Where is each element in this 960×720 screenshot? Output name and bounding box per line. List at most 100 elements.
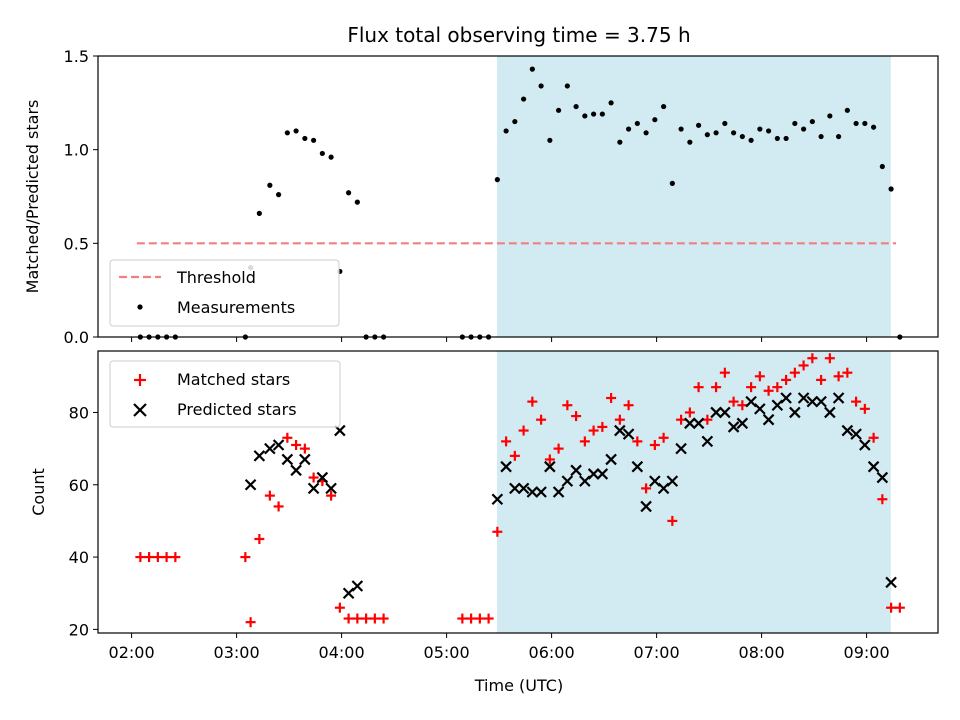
predicted-star-point (824, 406, 836, 419)
matched-star-point (649, 440, 660, 450)
matched-star-point (667, 515, 678, 526)
predicted-star-point (526, 486, 539, 498)
predicted-star-point (727, 421, 740, 433)
top-y-axis-label: Matched/Predicted stars (23, 100, 42, 294)
measurement-point (836, 133, 842, 140)
measurement-point (713, 130, 719, 136)
predicted-star-point (780, 392, 792, 404)
matched-star-point (693, 382, 704, 393)
matched-star-point (894, 602, 905, 613)
matched-star-point (509, 450, 520, 461)
matched-star-point (789, 367, 800, 378)
y-tick-label: 1.5 (64, 47, 89, 66)
matched-star-point (754, 371, 765, 382)
y-tick-label: 60 (69, 476, 89, 495)
matched-star-point (282, 432, 293, 443)
predicted-star-point (675, 442, 687, 455)
measurement-point (661, 103, 667, 110)
predicted-star-point (307, 482, 320, 495)
matched-star-point (807, 353, 818, 364)
measurement-point (556, 107, 562, 113)
predicted-star-point (561, 475, 574, 487)
matched-star-point (240, 552, 251, 563)
x-tick-label: 09:00 (844, 643, 890, 662)
matched-star-point (264, 490, 275, 501)
matched-star-point (352, 613, 363, 624)
measurement-point (739, 133, 745, 140)
legend-measurements-label: Measurements (177, 298, 295, 317)
measurement-point (879, 163, 885, 170)
matched-star-point (361, 613, 372, 624)
matched-star-point (326, 490, 337, 501)
predicted-star-point (631, 460, 644, 473)
measurement-point (818, 133, 824, 140)
matched-star-point (746, 382, 757, 393)
measurement-point (809, 118, 815, 125)
predicted-star-point (841, 424, 854, 437)
bottom-legend: Matched stars Predicted stars (109, 360, 341, 428)
measurement-point (634, 120, 640, 127)
measurement-point (311, 137, 317, 143)
legend-predicted-label: Predicted stars (177, 400, 297, 419)
predicted-star-point (692, 417, 705, 430)
measurement-point (774, 135, 780, 142)
predicted-star-point (264, 442, 276, 455)
predicted-star-point (710, 406, 722, 419)
measurement-point (529, 66, 535, 72)
predicted-star-point (797, 392, 810, 404)
matched-star-point (334, 602, 345, 613)
predicted-star-point (806, 395, 819, 408)
x-tick-label: 02:00 (109, 643, 155, 662)
measurement-point (538, 83, 544, 89)
bottom-y-axis-label: Count (29, 468, 48, 516)
predicted-star-point (535, 486, 547, 498)
predicted-star-point (815, 395, 827, 408)
measurement-point (302, 135, 308, 142)
measurement-point (678, 126, 684, 132)
y-tick-label: 0.5 (64, 234, 89, 253)
measurement-point (687, 139, 693, 145)
measurement-point (354, 199, 360, 205)
predicted-star-point (640, 500, 652, 513)
legend-measurements-swatch (137, 304, 143, 310)
predicted-star-point (867, 460, 880, 473)
predicted-star-point (850, 428, 862, 440)
matched-star-point (702, 414, 713, 425)
predicted-star-point (351, 580, 364, 592)
measurement-point (757, 126, 763, 132)
matched-star-point (737, 400, 748, 411)
bottom-plot-frame (97, 350, 939, 634)
matched-star-point (161, 552, 172, 563)
matched-star-point (728, 396, 739, 407)
measurement-point (591, 111, 597, 117)
matched-star-point (571, 411, 582, 422)
chart-title: Flux total observing time = 3.75 h (347, 23, 690, 47)
measurement-point (652, 117, 658, 123)
measurement-point (328, 154, 334, 160)
matched-star-point (343, 613, 354, 624)
predicted-star-point (290, 464, 302, 477)
measurement-point (801, 126, 807, 132)
matched-star-point (833, 371, 844, 382)
matched-star-point (135, 552, 146, 563)
legend-threshold-label: Threshold (176, 268, 256, 287)
matched-star-point (859, 403, 870, 414)
bottom-legend-box (109, 360, 341, 428)
predicted-star-point (552, 486, 565, 498)
measurement-point (503, 128, 509, 134)
predicted-star-point (509, 482, 521, 495)
measurement-point (293, 128, 299, 134)
matched-star-point (641, 483, 652, 494)
predicted-star-point (244, 478, 257, 491)
matched-star-point (457, 613, 468, 624)
matched-star-point (711, 382, 722, 393)
matched-star-point (144, 552, 155, 563)
measurement-point (626, 126, 632, 132)
x-tick-label: 04:00 (319, 643, 365, 662)
predicted-star-point (762, 413, 775, 426)
matched-star-point (474, 613, 485, 624)
matched-star-point (527, 396, 538, 407)
matched-star-point (299, 443, 310, 454)
predicted-star-point (666, 475, 679, 487)
